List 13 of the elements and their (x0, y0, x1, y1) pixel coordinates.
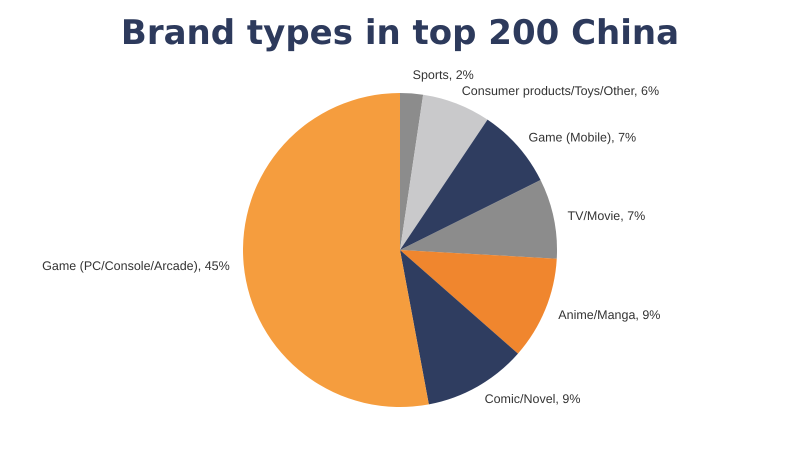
slice-label: Game (PC/Console/Arcade), 45% (42, 259, 230, 274)
pie-slice (243, 93, 429, 407)
chart-title: Brand types in top 200 China (120, 13, 680, 53)
pie-slice (400, 94, 488, 250)
slice-label: TV/Movie, 7% (567, 208, 646, 223)
slice-label: Game (Mobile), 7% (528, 130, 636, 145)
slice-label: Consumer products/Toys/Other, 6% (462, 84, 660, 98)
slice-label: Anime/Manga, 9% (558, 308, 660, 322)
pie-slice (400, 250, 557, 354)
slice-label: Sports, 2% (412, 68, 474, 82)
pie-slice (400, 180, 557, 259)
pie-slice (400, 93, 424, 250)
slice-label: Comic/Novel, 9% (484, 392, 580, 406)
